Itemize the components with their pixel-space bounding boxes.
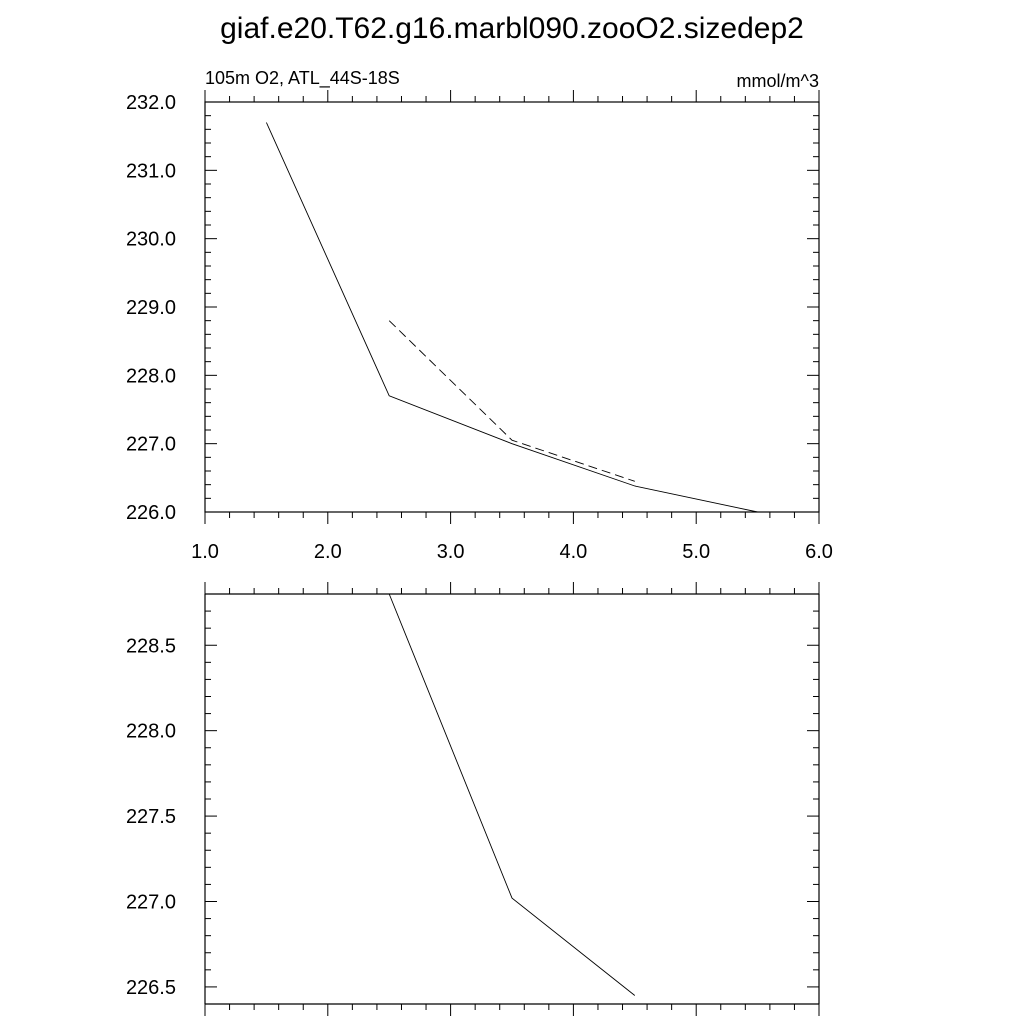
upper-left-label: 105m O2, ATL_44S-18S (205, 68, 400, 89)
y-tick-label: 226.0 (126, 502, 176, 524)
upper-right-label: mmol/m^3 (737, 71, 819, 91)
lower-tick-labels: 226.5 227.0 227.5 228.0 228.5 (126, 635, 176, 999)
figure-title: giaf.e20.T62.g16.marbl090.zooO2.sizedep2 (220, 12, 804, 45)
x-tick-label: 2.0 (314, 541, 342, 563)
upper-ticks (204, 90, 820, 524)
y-tick-label: 227.5 (126, 806, 176, 828)
solid-series-line (388, 593, 636, 996)
y-tick-label: 229.0 (126, 297, 176, 319)
upper-panel: 105m O2, ATL_44S-18S mmol/m^3 1.0 2.0 3.0 4… (126, 68, 833, 563)
y-tick-label: 227.0 (126, 434, 176, 456)
upper-tick-labels: 1.0 2.0 3.0 4.0 5.0 6.0 226.0 227.0 228.0 229.0 23… (126, 92, 833, 563)
x-tick-label: 1.0 (191, 541, 219, 563)
x-tick-label: 6.0 (805, 541, 833, 563)
upper-plot-frame (204, 101, 820, 513)
y-tick-label: 230.0 (126, 229, 176, 251)
x-tick-label: 5.0 (682, 541, 710, 563)
solid-series-line (265, 122, 758, 513)
lower-ticks (204, 582, 820, 1016)
upper-series (265, 122, 758, 513)
y-tick-label: 226.5 (126, 977, 176, 999)
x-tick-label: 3.0 (437, 541, 465, 563)
lower-panel: 226.5 227.0 227.5 228.0 228.5 (126, 582, 820, 1016)
y-tick-label: 231.0 (126, 160, 176, 182)
y-tick-label: 228.0 (126, 721, 176, 743)
dashed-series-line (388, 320, 635, 482)
lower-series (388, 593, 636, 996)
x-tick-label: 4.0 (559, 541, 587, 563)
y-tick-label: 232.0 (126, 92, 176, 114)
y-tick-label: 228.5 (126, 635, 176, 657)
y-tick-label: 227.0 (126, 892, 176, 914)
y-tick-label: 228.0 (126, 365, 176, 387)
